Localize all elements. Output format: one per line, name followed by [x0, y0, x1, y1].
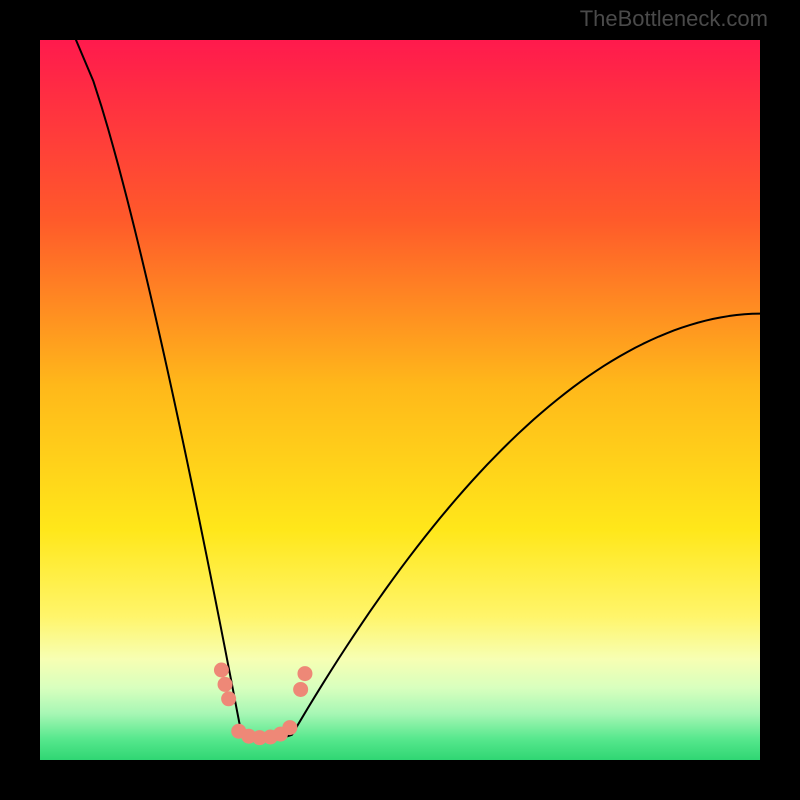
- watermark-text: TheBottleneck.com: [580, 6, 768, 32]
- marker-dot: [222, 692, 236, 706]
- plot-svg: [40, 40, 760, 760]
- plot-area: [40, 40, 760, 760]
- chart-stage: TheBottleneck.com: [0, 0, 800, 800]
- marker-dot: [294, 682, 308, 696]
- marker-dot: [298, 667, 312, 681]
- gradient-background: [40, 40, 760, 760]
- marker-dot: [283, 721, 297, 735]
- marker-dot: [214, 663, 228, 677]
- marker-dot: [218, 677, 232, 691]
